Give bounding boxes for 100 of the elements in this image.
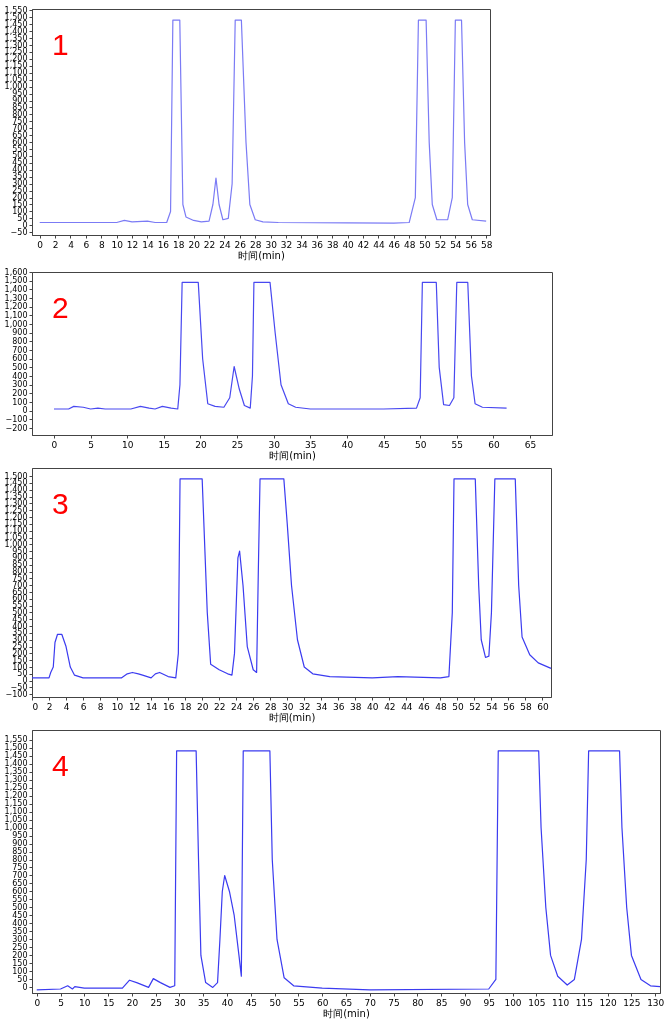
x-tick-label: 32 <box>280 239 293 250</box>
x-tick-label: 4 <box>68 239 75 250</box>
y-tick-label: 100 <box>12 662 28 672</box>
x-tick-label: 130 <box>647 997 665 1008</box>
x-tick-label: 18 <box>173 239 185 250</box>
y-tick-label: 200 <box>12 388 28 398</box>
x-tick-label: 34 <box>316 701 328 712</box>
y-tick-label: 1,450 <box>4 19 28 29</box>
x-axis-title: 时间(min) <box>323 1007 370 1019</box>
y-tick-label: 150 <box>12 958 28 968</box>
x-tick-label: 2 <box>52 239 59 250</box>
x-tick-label: 60 <box>316 997 329 1008</box>
y-tick-label: 1,000 <box>4 823 28 833</box>
x-tick-label: 45 <box>378 439 390 450</box>
x-tick-label: 0 <box>32 701 39 712</box>
y-tick-label: 1,550 <box>4 735 28 745</box>
x-tick-label: 50 <box>452 701 464 712</box>
x-tick-label: 60 <box>488 439 500 450</box>
x-tick-label: 2 <box>46 701 53 712</box>
x-tick-label: 30 <box>268 439 281 450</box>
x-tick-label: 30 <box>282 701 294 712</box>
y-tick-label: 1,500 <box>4 276 28 286</box>
y-tick-label: 100 <box>12 966 28 976</box>
x-tick-label: 48 <box>403 239 416 250</box>
x-tick-label: 16 <box>157 239 170 250</box>
x-tick-label: 36 <box>333 701 345 712</box>
y-tick-label: 300 <box>12 635 28 645</box>
x-axis-title: 时间(min) <box>268 711 316 723</box>
x-tick-label: 0 <box>34 997 41 1008</box>
x-tick-label: 14 <box>142 239 154 250</box>
x-tick-label: 5 <box>88 439 94 450</box>
y-tick-label: 650 <box>12 587 28 597</box>
x-tick-label: 10 <box>111 701 124 712</box>
x-tick-label: 26 <box>247 701 260 712</box>
x-tick-label: 14 <box>145 701 158 712</box>
annotation: 3 <box>52 487 69 520</box>
x-tick-label: 55 <box>293 997 305 1008</box>
y-tick-label: 1,450 <box>4 751 28 761</box>
y-tick-label: 850 <box>12 560 28 570</box>
x-tick-label: 26 <box>234 239 247 250</box>
x-tick-label: 65 <box>524 439 537 450</box>
y-tick-label: 500 <box>12 151 28 161</box>
x-tick-label: 24 <box>230 701 243 712</box>
x-tick-label: 22 <box>203 239 216 250</box>
x-tick-label: 22 <box>213 701 226 712</box>
y-tick-label: 650 <box>12 130 28 140</box>
y-tick-label: 300 <box>12 934 28 944</box>
x-tick-label: 85 <box>435 997 448 1008</box>
y-tick-label: 1,100 <box>4 310 28 320</box>
y-tick-label: 400 <box>12 621 28 631</box>
y-tick-label: 1,400 <box>4 759 28 769</box>
x-tick-label: 120 <box>599 997 618 1008</box>
y-tick-label: −50 <box>10 227 28 237</box>
x-tick-label: 55 <box>451 439 464 450</box>
x-tick-label: 56 <box>503 701 515 712</box>
y-tick-label: 900 <box>12 328 28 338</box>
x-tick-label: 30 <box>265 239 278 250</box>
y-tick-label: 900 <box>12 553 28 563</box>
y-tick-label: 750 <box>12 863 28 872</box>
line-series <box>53 281 508 410</box>
y-tick-label: 1,250 <box>4 783 28 793</box>
x-tick-label: 12 <box>126 239 139 250</box>
y-tick-label: 1,600 <box>4 267 28 277</box>
y-tick-label: 550 <box>12 894 28 904</box>
y-tick-label: 1,400 <box>4 26 28 36</box>
x-tick-label: 20 <box>196 701 209 712</box>
y-tick-label: 450 <box>12 158 28 168</box>
x-tick-label: 44 <box>401 701 413 712</box>
x-tick-label: 20 <box>195 439 207 450</box>
x-tick-label: 42 <box>384 701 396 712</box>
x-tick-label: 60 <box>537 701 549 712</box>
x-tick-label: 35 <box>198 997 210 1008</box>
y-tick-label: 600 <box>12 354 28 364</box>
y-tick-label: 1,000 <box>4 319 28 329</box>
line-series <box>39 19 487 224</box>
x-tick-label: 6 <box>83 239 90 250</box>
y-tick-label: 1,250 <box>4 505 28 515</box>
annotation: 2 <box>52 291 69 324</box>
x-tick-label: 8 <box>97 701 104 712</box>
y-tick-label: 500 <box>12 362 28 372</box>
y-tick-label: 1,050 <box>4 815 28 825</box>
x-tick-label: 65 <box>340 997 353 1008</box>
y-tick-label: 850 <box>12 847 28 857</box>
y-tick-label: 600 <box>12 594 28 604</box>
y-tick-label: 700 <box>12 123 28 133</box>
x-tick-label: 4 <box>63 701 70 712</box>
x-tick-label: 45 <box>245 997 258 1008</box>
x-tick-label: 25 <box>150 997 162 1008</box>
y-tick-label: 1,000 <box>4 539 28 549</box>
y-tick-label: 1,300 <box>4 40 28 50</box>
line-series <box>36 750 661 991</box>
x-tick-label: 100 <box>504 997 522 1008</box>
x-tick-label: 95 <box>483 997 495 1008</box>
y-tick-label: 350 <box>12 628 28 638</box>
x-tick-label: 52 <box>434 239 447 250</box>
y-tick-label: 900 <box>12 839 28 849</box>
x-tick-label: 20 <box>188 239 201 250</box>
y-tick-label: 600 <box>12 886 28 896</box>
x-tick-label: 40 <box>221 997 234 1008</box>
y-tick-label: 1,350 <box>4 767 28 777</box>
